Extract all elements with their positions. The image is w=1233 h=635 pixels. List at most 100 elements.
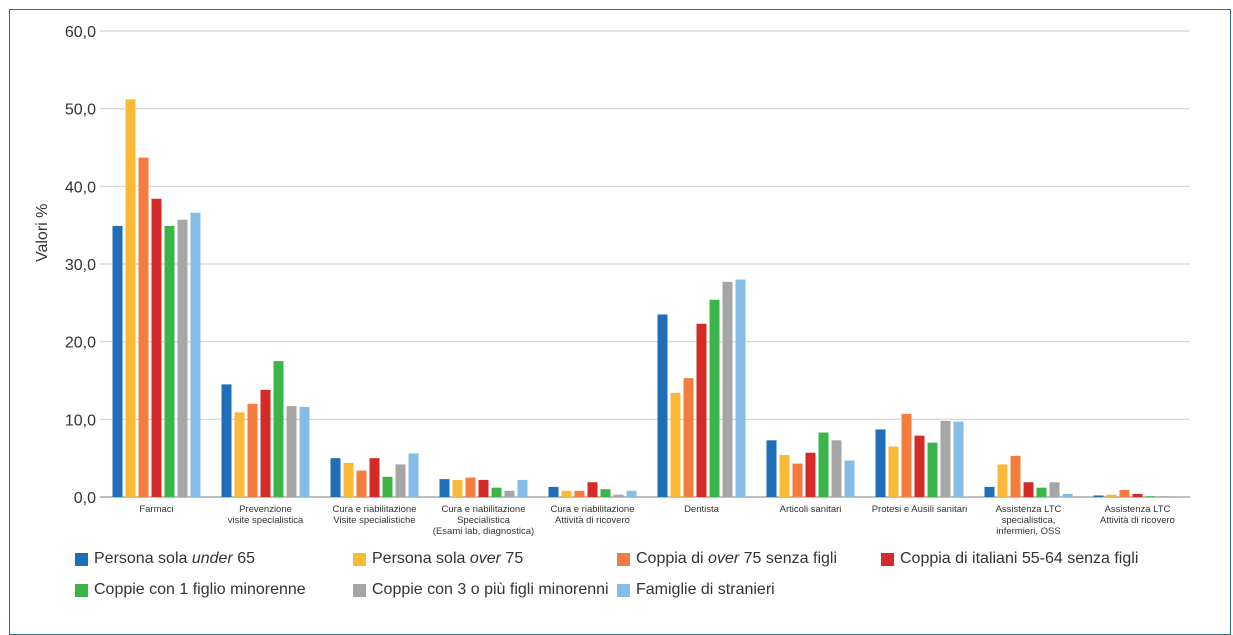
bar — [125, 99, 136, 497]
bar — [766, 440, 777, 497]
bar — [382, 476, 393, 497]
bar — [1062, 493, 1073, 497]
bar — [1010, 455, 1021, 497]
y-tick-label: 40,0 — [65, 179, 96, 196]
bar — [779, 455, 790, 497]
y-tick-label: 50,0 — [65, 102, 96, 119]
bar — [670, 392, 681, 497]
bar — [190, 212, 201, 498]
y-axis-label: Valori % — [34, 203, 51, 262]
legend-label: Persona sola under 65 — [94, 550, 256, 567]
bar — [260, 389, 271, 497]
legend-item: Coppia di over 75 senza figli — [617, 550, 837, 568]
bar — [286, 406, 297, 497]
legend-label: Coppie con 3 o più figli minorenni — [372, 581, 609, 598]
x-tick-label: Dentista — [684, 504, 720, 515]
bar — [151, 198, 162, 497]
x-tick-label: Cura e riabilitazione Visite specialistic… — [333, 504, 417, 526]
bar — [683, 378, 694, 497]
legend-label: Coppia di over 75 senza figli — [636, 550, 838, 567]
bar — [587, 482, 598, 497]
bar — [1106, 494, 1117, 497]
bar — [927, 442, 938, 497]
bar — [343, 462, 354, 497]
bar — [299, 406, 310, 497]
bar — [844, 460, 855, 497]
legend-swatch — [75, 552, 88, 566]
x-tick-label: Protesi e Ausili sanitari — [872, 504, 968, 515]
y-tick-label: 0,0 — [74, 490, 96, 507]
bar — [792, 463, 803, 497]
legend-item: Famiglie di stranieri — [617, 581, 775, 599]
bar — [831, 440, 842, 497]
bar — [369, 458, 380, 497]
bar — [709, 299, 720, 497]
bar — [504, 490, 515, 497]
bar — [875, 429, 886, 497]
legend-item: Persona sola under 65 — [75, 550, 255, 568]
x-tick-label: Assistenza LTC specialistica, infermieri, … — [996, 504, 1062, 537]
bar — [696, 323, 707, 497]
bar — [1023, 482, 1034, 497]
bar — [953, 421, 964, 497]
bar — [1158, 496, 1169, 497]
bar — [164, 225, 175, 497]
legend-item: Coppia di italiani 55-64 senza figli — [881, 550, 1138, 568]
bar — [408, 453, 419, 497]
bar — [491, 487, 502, 497]
x-tick-label: Farmaci — [139, 504, 173, 515]
bar — [395, 464, 406, 497]
bar — [997, 464, 1008, 497]
bar — [439, 479, 450, 497]
bar — [177, 219, 188, 498]
bar — [600, 489, 611, 497]
bar — [574, 490, 585, 497]
bar — [818, 432, 829, 497]
bar — [478, 479, 489, 497]
bar — [901, 413, 912, 497]
bar — [1093, 495, 1104, 497]
y-tick-label: 10,0 — [65, 412, 96, 429]
legend-item: Coppie con 1 figlio minorenne — [75, 581, 306, 599]
x-tick-label: Assistenza LTC Attività di ricovero — [1100, 504, 1175, 526]
y-tick-label: 60,0 — [65, 24, 96, 41]
y-tick-label: 20,0 — [65, 335, 96, 352]
bar — [356, 470, 367, 497]
bar — [112, 225, 123, 497]
bar — [626, 490, 637, 497]
bar — [613, 494, 624, 497]
legend-label: Persona sola over 75 — [372, 550, 524, 567]
x-tick-label: Prevenzione visite specialistica — [228, 504, 304, 526]
bar — [452, 479, 463, 497]
x-tick-label: Cura e riabilitazione Attività di ricover… — [551, 504, 635, 526]
bar — [1145, 496, 1156, 497]
bar — [138, 157, 149, 497]
bar — [657, 314, 668, 497]
bar — [984, 486, 995, 497]
bar — [1132, 493, 1143, 497]
bar — [465, 477, 476, 497]
legend-swatch — [617, 552, 630, 566]
legend-swatch — [881, 552, 894, 566]
bar — [1119, 490, 1130, 497]
bar — [914, 435, 925, 497]
bar — [888, 446, 899, 497]
bar — [221, 384, 232, 497]
legend-label: Famiglie di stranieri — [636, 581, 775, 598]
x-tick-label: Cura e riabilitazione Specialistica (Esami… — [433, 504, 534, 537]
legend-swatch — [617, 583, 630, 597]
bar — [247, 403, 258, 497]
bar — [273, 361, 284, 497]
bar — [722, 281, 733, 497]
bar — [805, 452, 816, 497]
legend-item: Coppie con 3 o più figli minorenni — [353, 581, 609, 599]
legend-label: Coppia di italiani 55-64 senza figli — [900, 550, 1139, 567]
bar — [1049, 482, 1060, 497]
bar — [330, 458, 341, 497]
bar — [517, 479, 528, 497]
legend-swatch — [353, 583, 366, 597]
bar — [548, 486, 559, 497]
x-tick-label: Articoli sanitari — [780, 504, 842, 515]
bar — [735, 279, 746, 497]
